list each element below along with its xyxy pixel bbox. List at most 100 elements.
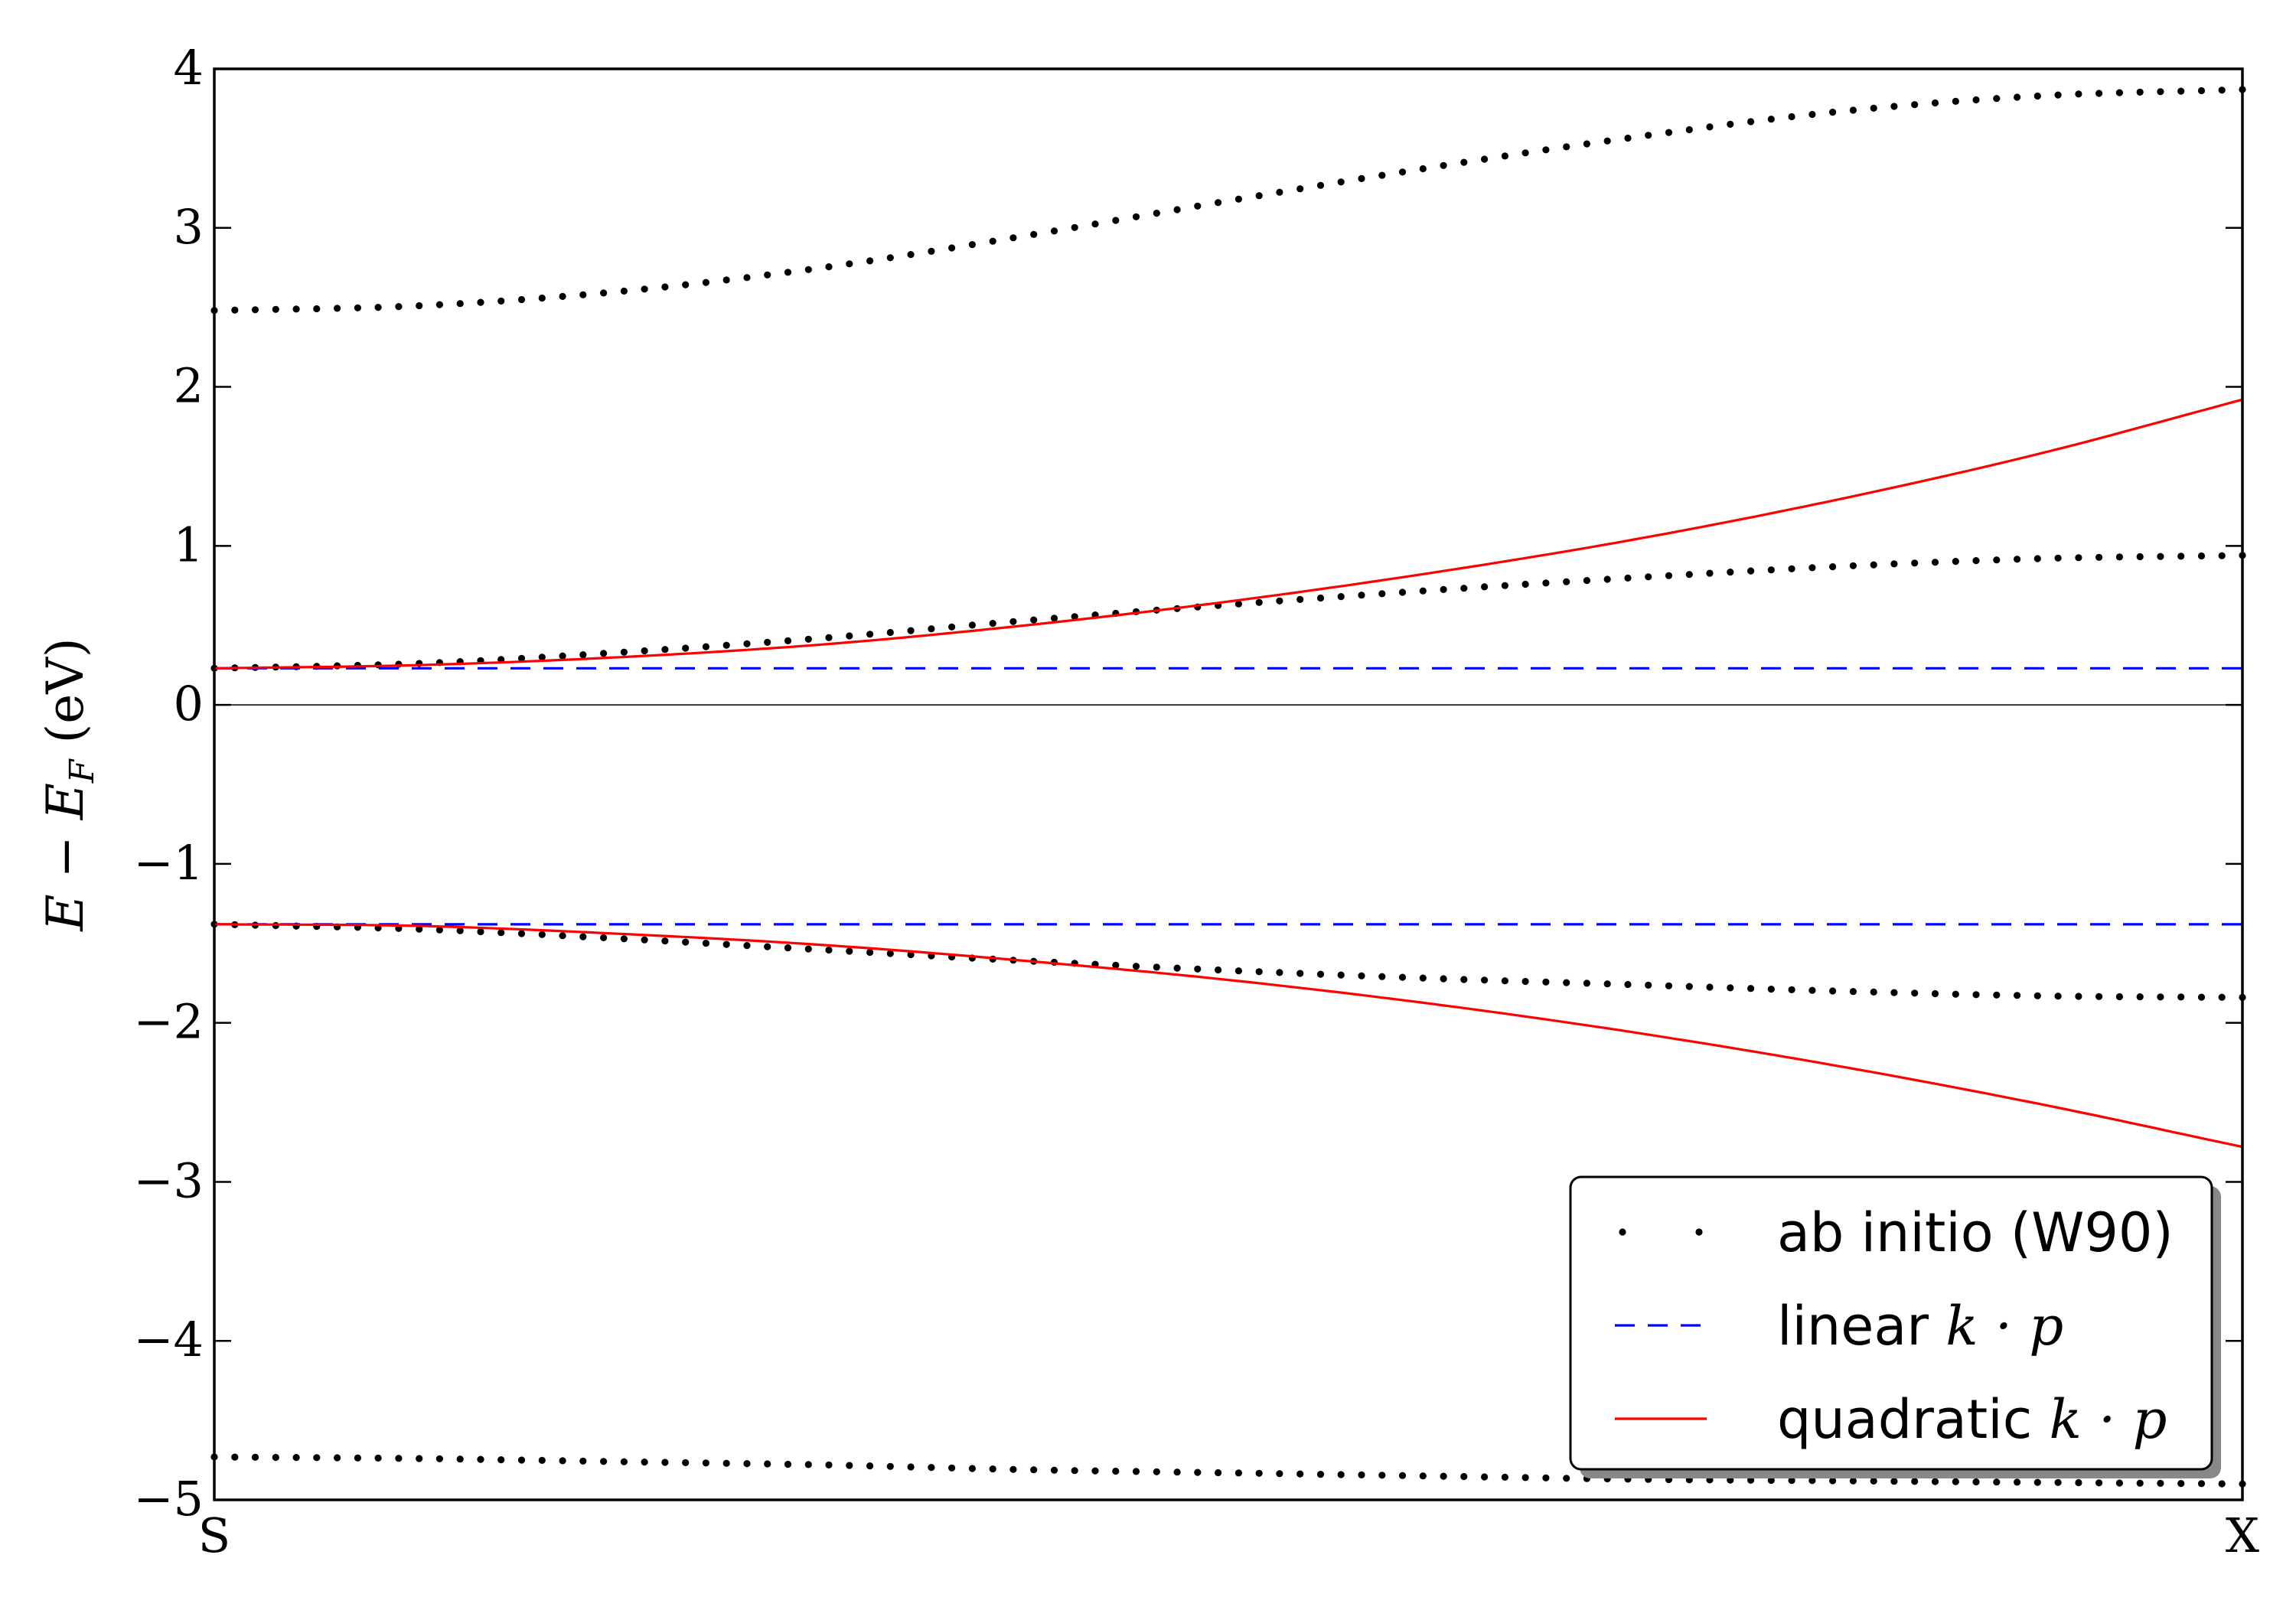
data-point bbox=[743, 274, 751, 282]
data-point bbox=[1624, 134, 1632, 142]
data-point bbox=[2177, 87, 2185, 95]
data-point bbox=[1624, 574, 1632, 582]
data-point bbox=[1870, 1477, 1877, 1485]
data-point bbox=[272, 1453, 279, 1462]
data-point bbox=[1481, 1473, 1489, 1481]
data-point bbox=[1358, 1471, 1365, 1478]
data-point bbox=[1194, 965, 1202, 973]
data-point bbox=[292, 305, 300, 313]
data-point bbox=[1931, 99, 1939, 107]
data-point bbox=[1071, 613, 1078, 621]
data-point bbox=[1112, 961, 1120, 969]
data-point bbox=[1460, 585, 1468, 592]
data-point bbox=[1747, 567, 1755, 575]
data-point bbox=[1993, 1478, 2001, 1486]
series-1 bbox=[214, 667, 2242, 926]
data-point bbox=[907, 1463, 915, 1471]
y-tick-label: −4 bbox=[134, 1312, 204, 1367]
data-point bbox=[435, 926, 444, 934]
data-point bbox=[2218, 86, 2226, 94]
data-point bbox=[682, 281, 690, 288]
data-point bbox=[661, 1459, 669, 1466]
data-point bbox=[1460, 158, 1468, 166]
data-point bbox=[702, 1459, 710, 1467]
data-point bbox=[1603, 980, 1611, 988]
data-point bbox=[1563, 979, 1570, 986]
data-point bbox=[846, 260, 853, 268]
data-point bbox=[1378, 1472, 1386, 1479]
data-point bbox=[722, 641, 730, 649]
data-point bbox=[1132, 213, 1140, 220]
dotted-band-3 bbox=[210, 1453, 2246, 1488]
data-point bbox=[600, 1458, 608, 1465]
data-point bbox=[416, 302, 423, 310]
data-point bbox=[1870, 988, 1877, 996]
data-point bbox=[2136, 993, 2144, 1001]
data-point bbox=[1767, 566, 1775, 574]
data-point bbox=[2033, 92, 2041, 100]
data-point bbox=[764, 1460, 771, 1468]
data-point bbox=[928, 625, 935, 633]
data-point bbox=[1358, 972, 1365, 980]
data-point bbox=[886, 628, 894, 637]
data-point bbox=[928, 247, 935, 255]
data-point bbox=[1747, 985, 1755, 993]
data-point bbox=[1788, 1477, 1795, 1485]
data-point bbox=[1911, 559, 1919, 567]
data-point bbox=[2197, 993, 2206, 1001]
data-point bbox=[948, 1464, 956, 1472]
data-point bbox=[804, 266, 812, 273]
data-point bbox=[1501, 977, 1508, 985]
data-point bbox=[1890, 103, 1898, 110]
data-point bbox=[948, 623, 956, 631]
data-point bbox=[784, 269, 792, 276]
data-point bbox=[1849, 1477, 1857, 1485]
series-2 bbox=[214, 398, 2243, 1149]
data-point bbox=[784, 944, 792, 952]
data-point bbox=[2075, 90, 2082, 98]
data-point bbox=[866, 257, 874, 265]
data-point bbox=[2218, 993, 2226, 1001]
data-point bbox=[661, 283, 669, 291]
data-point bbox=[702, 940, 710, 947]
y-tick-label: 3 bbox=[174, 199, 204, 255]
data-point bbox=[2115, 553, 2123, 561]
data-point bbox=[2157, 993, 2164, 1001]
data-point bbox=[1624, 980, 1632, 989]
data-point bbox=[579, 1457, 587, 1465]
data-point bbox=[1685, 983, 1693, 990]
data-point bbox=[1337, 593, 1345, 601]
data-point bbox=[2115, 1479, 2123, 1487]
data-point bbox=[1398, 1472, 1407, 1479]
data-point bbox=[702, 643, 710, 650]
data-point bbox=[1645, 132, 1652, 139]
legend-marker-dot bbox=[1695, 1228, 1703, 1236]
legend-label-text: ab initio (W90) bbox=[1777, 1201, 2174, 1264]
data-point bbox=[620, 287, 628, 295]
data-point bbox=[1050, 1466, 1058, 1474]
data-point bbox=[1911, 989, 1919, 997]
data-point bbox=[886, 1462, 894, 1470]
data-point bbox=[2177, 1480, 2185, 1488]
y-axis-title-main: E − E bbox=[36, 783, 95, 932]
data-point bbox=[784, 637, 792, 645]
data-point bbox=[1727, 120, 1734, 128]
data-point bbox=[989, 237, 996, 245]
data-point bbox=[968, 241, 976, 249]
data-point bbox=[2054, 554, 2062, 562]
data-point bbox=[354, 304, 361, 311]
data-point bbox=[641, 936, 648, 944]
data-point bbox=[477, 298, 484, 306]
data-point bbox=[682, 1459, 690, 1466]
data-point bbox=[1234, 600, 1242, 608]
data-point bbox=[231, 306, 239, 314]
data-point bbox=[1808, 1477, 1816, 1485]
data-point bbox=[1501, 1473, 1508, 1481]
solid-band-1 bbox=[214, 923, 2243, 1149]
data-point bbox=[2157, 553, 2164, 560]
data-point bbox=[1747, 118, 1755, 125]
data-point bbox=[1153, 210, 1160, 217]
data-point bbox=[1583, 577, 1590, 585]
data-point bbox=[1952, 1478, 1959, 1485]
data-point bbox=[559, 292, 566, 300]
